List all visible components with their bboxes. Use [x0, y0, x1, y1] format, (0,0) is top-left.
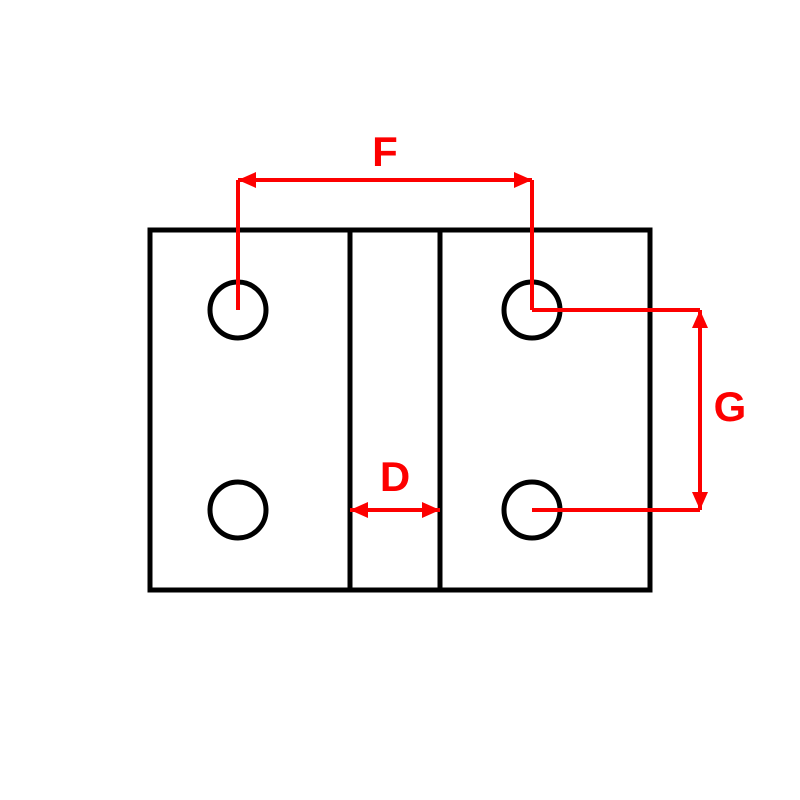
dimension-G-label: G [714, 383, 747, 430]
dimension-D-label: D [380, 453, 410, 500]
plate-diagram: F G D [0, 0, 800, 800]
canvas-bg [0, 0, 800, 800]
dimension-F-label: F [372, 128, 398, 175]
